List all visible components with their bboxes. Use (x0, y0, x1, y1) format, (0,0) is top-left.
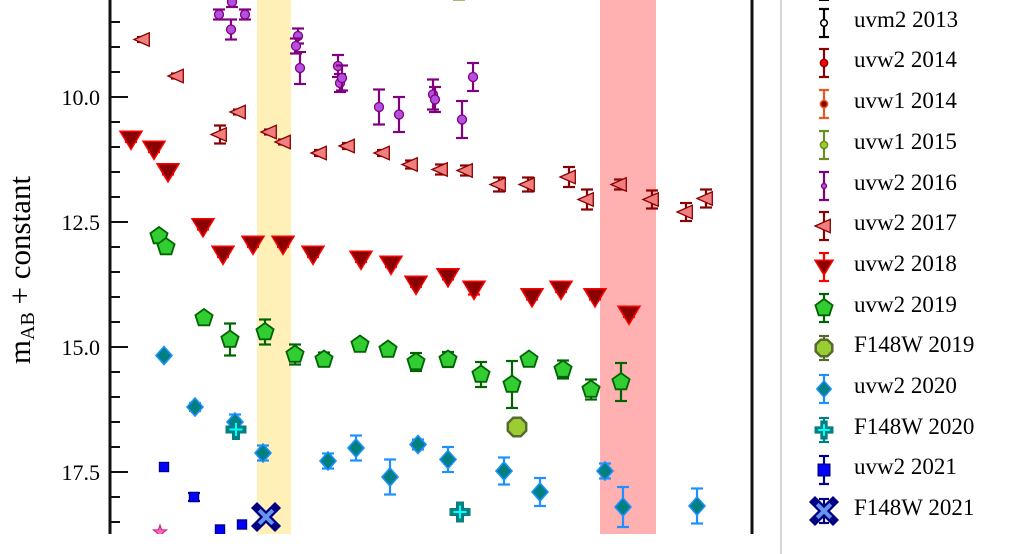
legend-item: uvw1 2014 (782, 84, 1017, 124)
legend-item: uvw2 2019 (782, 288, 1017, 328)
square-icon (819, 0, 829, 1)
shaded-band (600, 0, 656, 534)
series-unlabeled (151, 523, 169, 534)
legend-label: uvw2 2020 (854, 373, 957, 398)
legend-label: uvw1 2015 (854, 128, 957, 154)
y-axis-label: mAB + constant (2, 175, 39, 365)
series-f148w-2020 (225, 419, 471, 523)
square-icon (817, 455, 831, 486)
plus-icon (814, 416, 834, 443)
legend-label: uvw2 2021 (854, 454, 957, 480)
legend-item: F148W 2021 (782, 491, 1017, 531)
y-tick-label: 12.5 (62, 210, 101, 235)
y-tick-label: 15.0 (62, 335, 101, 360)
legend-label: uvw2 2016 (854, 169, 957, 195)
series-uvw2-2017 (132, 31, 713, 223)
circle-icon (819, 48, 829, 79)
legend-label: F148W 2021 (854, 495, 975, 521)
legend-item: uvw2 2016 (782, 166, 1017, 206)
legend-item: uvw1 2015 (782, 125, 1017, 165)
series-f148w-2019 (506, 416, 528, 438)
legend-item: uvm2 2013 (782, 3, 1017, 43)
data-points (118, 0, 713, 534)
series-uvw2-2019 (149, 225, 631, 410)
series-uvw2-2016 (213, 0, 479, 140)
legend-item: F148W 2019 (782, 328, 1017, 368)
series-uvw2-2018 (118, 130, 642, 326)
octagon-icon (814, 335, 834, 362)
light-curve-chart: 10.0 12.5 15.0 17.5 (62, 0, 754, 534)
x-icon (808, 496, 840, 527)
series-f148w-2021 (250, 501, 282, 533)
axes: 10.0 12.5 15.0 17.5 (62, 0, 754, 534)
pentagon-icon (814, 292, 834, 323)
circle-icon (819, 88, 829, 120)
legend-item: uvw2 2020 (782, 369, 1017, 409)
triangle-left-icon (813, 211, 831, 242)
circle-icon (819, 129, 829, 160)
open-circle-icon (819, 7, 829, 38)
legend-item: uvw2 2017 (782, 206, 1017, 246)
legend-label: uvw2 2017 (854, 210, 957, 236)
series-uvw2-2021 (158, 461, 248, 534)
legend-item: uvw2 2021 (782, 450, 1017, 490)
legend-label: uvw2 2019 (854, 291, 957, 317)
legend-item: uvw2 2018 (782, 247, 1017, 287)
legend-item (782, 0, 1017, 2)
y-tick-label: 17.5 (62, 460, 101, 485)
diamond-icon (815, 373, 833, 405)
legend-label: uvm2 2013 (854, 6, 959, 32)
legend-item: F148W 2020 (782, 410, 1017, 450)
legend: uvm2 2013 uvw2 2014 uvw1 2014 uvw1 2015 uvw2… (780, 0, 1017, 554)
shaded-bands (257, 0, 656, 534)
legend-label: uvw1 2014 (854, 88, 957, 114)
legend-label: F148W 2019 (854, 332, 975, 358)
legend-label: uvw2 2014 (854, 47, 957, 73)
triangle-down-icon (813, 251, 835, 282)
legend-label: F148W 2020 (854, 413, 975, 439)
legend-item: uvw2 2014 (782, 43, 1017, 83)
series-uvw2-2020 (154, 345, 707, 529)
y-tick-label: 10.0 (62, 85, 101, 110)
small-circle-icon (819, 170, 829, 201)
legend-label: uvw2 2018 (854, 250, 957, 276)
